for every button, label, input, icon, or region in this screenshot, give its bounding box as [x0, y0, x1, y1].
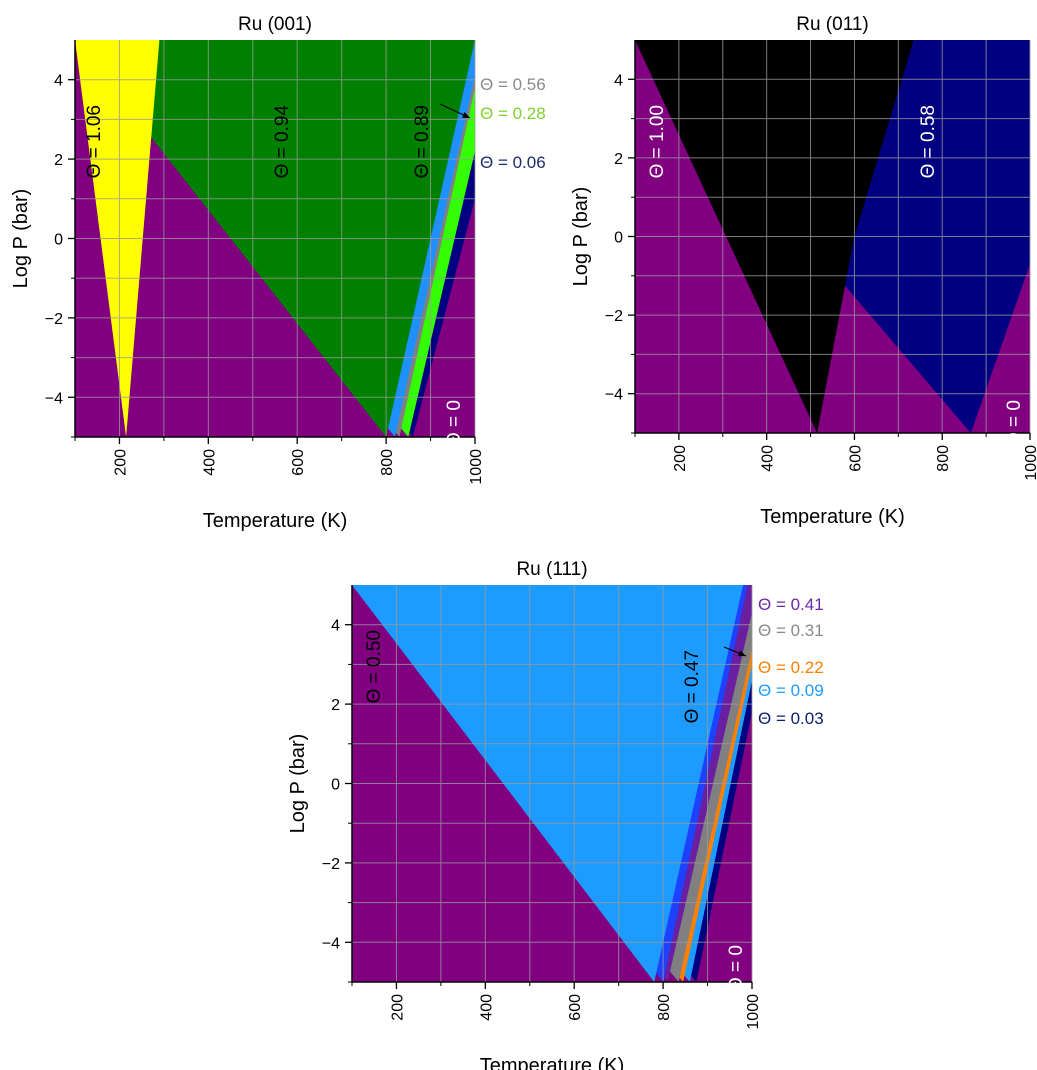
x-tick-label: 800	[935, 445, 952, 472]
region-label: Θ = 1.06	[84, 105, 105, 178]
region-label: Θ = 1.00	[647, 105, 668, 178]
x-tick-label: 200	[389, 994, 406, 1021]
panel-ru011: 200 400 600 800 1000 −4 −2 0 2 4 Ru (011) Temperatu…	[570, 14, 1037, 528]
y-axis-label: Log P (bar)	[287, 734, 309, 834]
x-tick-label: 400	[201, 449, 218, 476]
region-label: Θ = 0.09	[758, 681, 824, 700]
chart-title: Ru (011)	[796, 14, 869, 35]
chart-title: Ru (111)	[516, 559, 587, 580]
arrow-head	[738, 650, 746, 657]
gridlines	[351, 585, 753, 983]
region-label: Θ = 0	[726, 945, 747, 992]
y-axis-label: Log P (bar)	[570, 187, 592, 287]
arrow-head	[462, 112, 470, 118]
x-tick-label: 1000	[745, 994, 762, 1030]
chart-title: Ru (001)	[238, 14, 312, 35]
y-tick-label: −2	[45, 311, 63, 328]
x-tick-label: 600	[290, 449, 307, 476]
y-tick-label: −4	[322, 935, 340, 952]
region-label: Θ = 0.03	[758, 709, 824, 728]
x-tick-label: 400	[760, 445, 777, 472]
region-label: Θ = 0.58	[918, 105, 939, 178]
region-label: Θ = 0	[444, 400, 465, 447]
y-tick-label: 0	[331, 777, 340, 794]
region-label: Θ = 0.28	[480, 104, 546, 123]
x-tick-label: 200	[672, 445, 689, 472]
region-label: Θ = 0.31	[758, 621, 824, 640]
x-tick-label: 800	[379, 449, 396, 476]
y-tick-label: 2	[331, 697, 340, 714]
y-tick-label: −4	[45, 390, 63, 407]
region-label: Θ = 0.50	[364, 630, 385, 703]
panel-ru111: 200 400 600 800 1000 −4 −2 0 2 4 Ru (111) Temperatu…	[287, 559, 824, 1070]
region-label: Θ = 0.06	[480, 153, 546, 172]
x-axis-label: Temperature (K)	[760, 506, 905, 528]
region-label: Θ = 0.56	[480, 75, 546, 94]
x-tick-label: 400	[478, 994, 495, 1021]
region-label: Θ = 0.22	[758, 658, 824, 677]
region-label: Θ = 0	[1004, 400, 1025, 447]
y-tick-label: 2	[54, 152, 63, 169]
x-tick-label: 200	[112, 449, 129, 476]
region-label: Θ = 0.89	[412, 105, 433, 178]
x-tick-label: 1000	[1023, 445, 1037, 481]
region-label: Θ = 0.47	[682, 650, 703, 723]
x-tick-label: 1000	[468, 449, 485, 485]
y-tick-label: 4	[331, 618, 340, 635]
x-axis-label: Temperature (K)	[480, 1055, 625, 1070]
region-label: Θ = 0.94	[272, 105, 293, 179]
y-tick-label: 0	[54, 232, 63, 249]
x-axis-label: Temperature (K)	[203, 510, 348, 532]
y-tick-label: −2	[322, 856, 340, 873]
region-label: Θ = 0.41	[758, 595, 824, 614]
gridlines	[634, 40, 1031, 434]
y-axis-label: Log P (bar)	[10, 189, 32, 289]
y-tick-label: 4	[54, 73, 63, 90]
x-tick-label: 800	[656, 994, 673, 1021]
x-tick-label: 600	[567, 994, 584, 1021]
x-tick-label: 600	[847, 445, 864, 472]
y-tick-label: −2	[605, 308, 623, 325]
y-tick-label: 4	[614, 72, 623, 89]
y-tick-label: −4	[605, 387, 623, 404]
panel-ru001: 200 400 600 800 1000 −4 −2 0 2 4 Ru (001) Temperatu…	[10, 14, 546, 532]
y-tick-label: 2	[614, 151, 623, 168]
y-tick-label: 0	[614, 230, 623, 247]
